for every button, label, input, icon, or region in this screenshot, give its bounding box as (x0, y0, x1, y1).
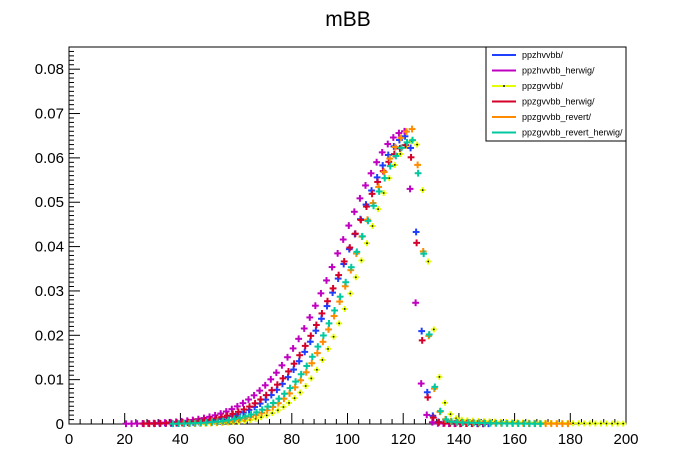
data-point-marker (271, 412, 274, 414)
data-point-marker (611, 422, 613, 425)
legend-entry-label: ppzgvvbb_herwig/ (522, 97, 595, 107)
x-tick-label: 200 (613, 431, 638, 448)
data-point-marker (338, 322, 341, 325)
series-ppzgvvbb (196, 137, 627, 427)
y-tick-label: 0.06 (35, 150, 64, 167)
data-point-marker (399, 153, 402, 155)
series-layer (122, 125, 627, 428)
legend-box (485, 46, 627, 142)
data-point-marker (265, 414, 268, 417)
data-point-marker (343, 308, 346, 310)
y-tick-label: 0.08 (35, 61, 64, 78)
y-tick-label: 0 (56, 416, 64, 433)
data-point-marker (388, 177, 391, 180)
data-point-marker (382, 192, 385, 194)
data-point-marker (438, 376, 441, 378)
data-point-marker (321, 359, 324, 361)
x-tick-label: 60 (228, 431, 245, 448)
data-point-marker (427, 260, 430, 263)
data-point-marker (432, 328, 435, 331)
x-tick-label: 180 (558, 431, 583, 448)
legend-swatch-marker (503, 85, 505, 87)
data-point-marker (577, 422, 580, 425)
legend-entry-label: ppzhvvbb_herwig/ (522, 66, 595, 76)
data-point-marker (616, 422, 619, 425)
x-tick-label: 40 (172, 431, 189, 448)
data-point-marker (293, 397, 296, 400)
data-point-marker (354, 276, 357, 279)
x-tick-label: 100 (335, 431, 360, 448)
legend-entry-label: ppzgvvbb_revert/ (522, 112, 592, 122)
x-tick-label: 80 (283, 431, 300, 448)
data-point-marker (299, 391, 302, 394)
data-point-marker (366, 242, 368, 245)
axes: 0 20 40 60 80 100 120 140 160 180 200 0 0.01 0.02 0.03… (35, 46, 639, 448)
x-tick-label: 0 (65, 431, 73, 448)
y-tick-label: 0.04 (35, 239, 64, 256)
legend: ppzhvvbb/ppzhvvbb_herwig/ppzgvvbb/ppzgvv… (485, 46, 627, 142)
data-point-marker (260, 416, 263, 419)
y-tick-label: 0.03 (35, 283, 64, 300)
x-tick-label: 20 (116, 431, 133, 448)
data-point-marker (349, 292, 352, 295)
legend-entry-label: ppzgvvbb/ (522, 81, 564, 91)
data-point-marker (421, 189, 424, 191)
y-tick-label: 0.07 (35, 106, 64, 123)
data-point-marker (332, 335, 335, 338)
data-point-marker (304, 385, 307, 387)
data-point-marker (310, 377, 313, 380)
legend-entry-label: ppzgvvbb_revert_herwig/ (522, 128, 623, 138)
data-point-marker (360, 259, 363, 262)
chart-title: mBB (325, 8, 371, 31)
x-tick-label: 160 (502, 431, 527, 448)
series-ppzhvvbb (150, 132, 492, 428)
data-point-marker (315, 368, 318, 371)
legend-entry-label: ppzhvvbb/ (522, 50, 564, 60)
x-tick-label: 120 (391, 431, 416, 448)
data-point-marker (276, 409, 279, 412)
data-point-marker (449, 413, 452, 416)
series-ppzgvvbb-revert (180, 125, 572, 428)
y-tick-label: 0.01 (35, 372, 64, 389)
data-point-marker (371, 225, 374, 227)
data-point-marker (622, 422, 625, 425)
data-point-marker (282, 406, 285, 408)
data-point-marker (393, 164, 396, 166)
data-point-marker (583, 422, 586, 425)
data-point-marker (588, 422, 591, 425)
y-tick-label: 0.05 (35, 194, 64, 211)
data-point-marker (377, 208, 380, 211)
y-tick-label: 0.02 (35, 327, 64, 344)
data-point-marker (572, 422, 574, 425)
x-tick-label: 140 (446, 431, 471, 448)
data-point-marker (605, 422, 608, 425)
data-point-marker (416, 143, 419, 146)
data-point-marker (288, 402, 290, 404)
series-ppzgvvbb-revert-herwig (169, 136, 545, 428)
data-point-marker (444, 401, 446, 404)
data-point-marker (600, 422, 602, 425)
data-point-marker (594, 422, 597, 425)
data-point-marker (327, 348, 329, 350)
